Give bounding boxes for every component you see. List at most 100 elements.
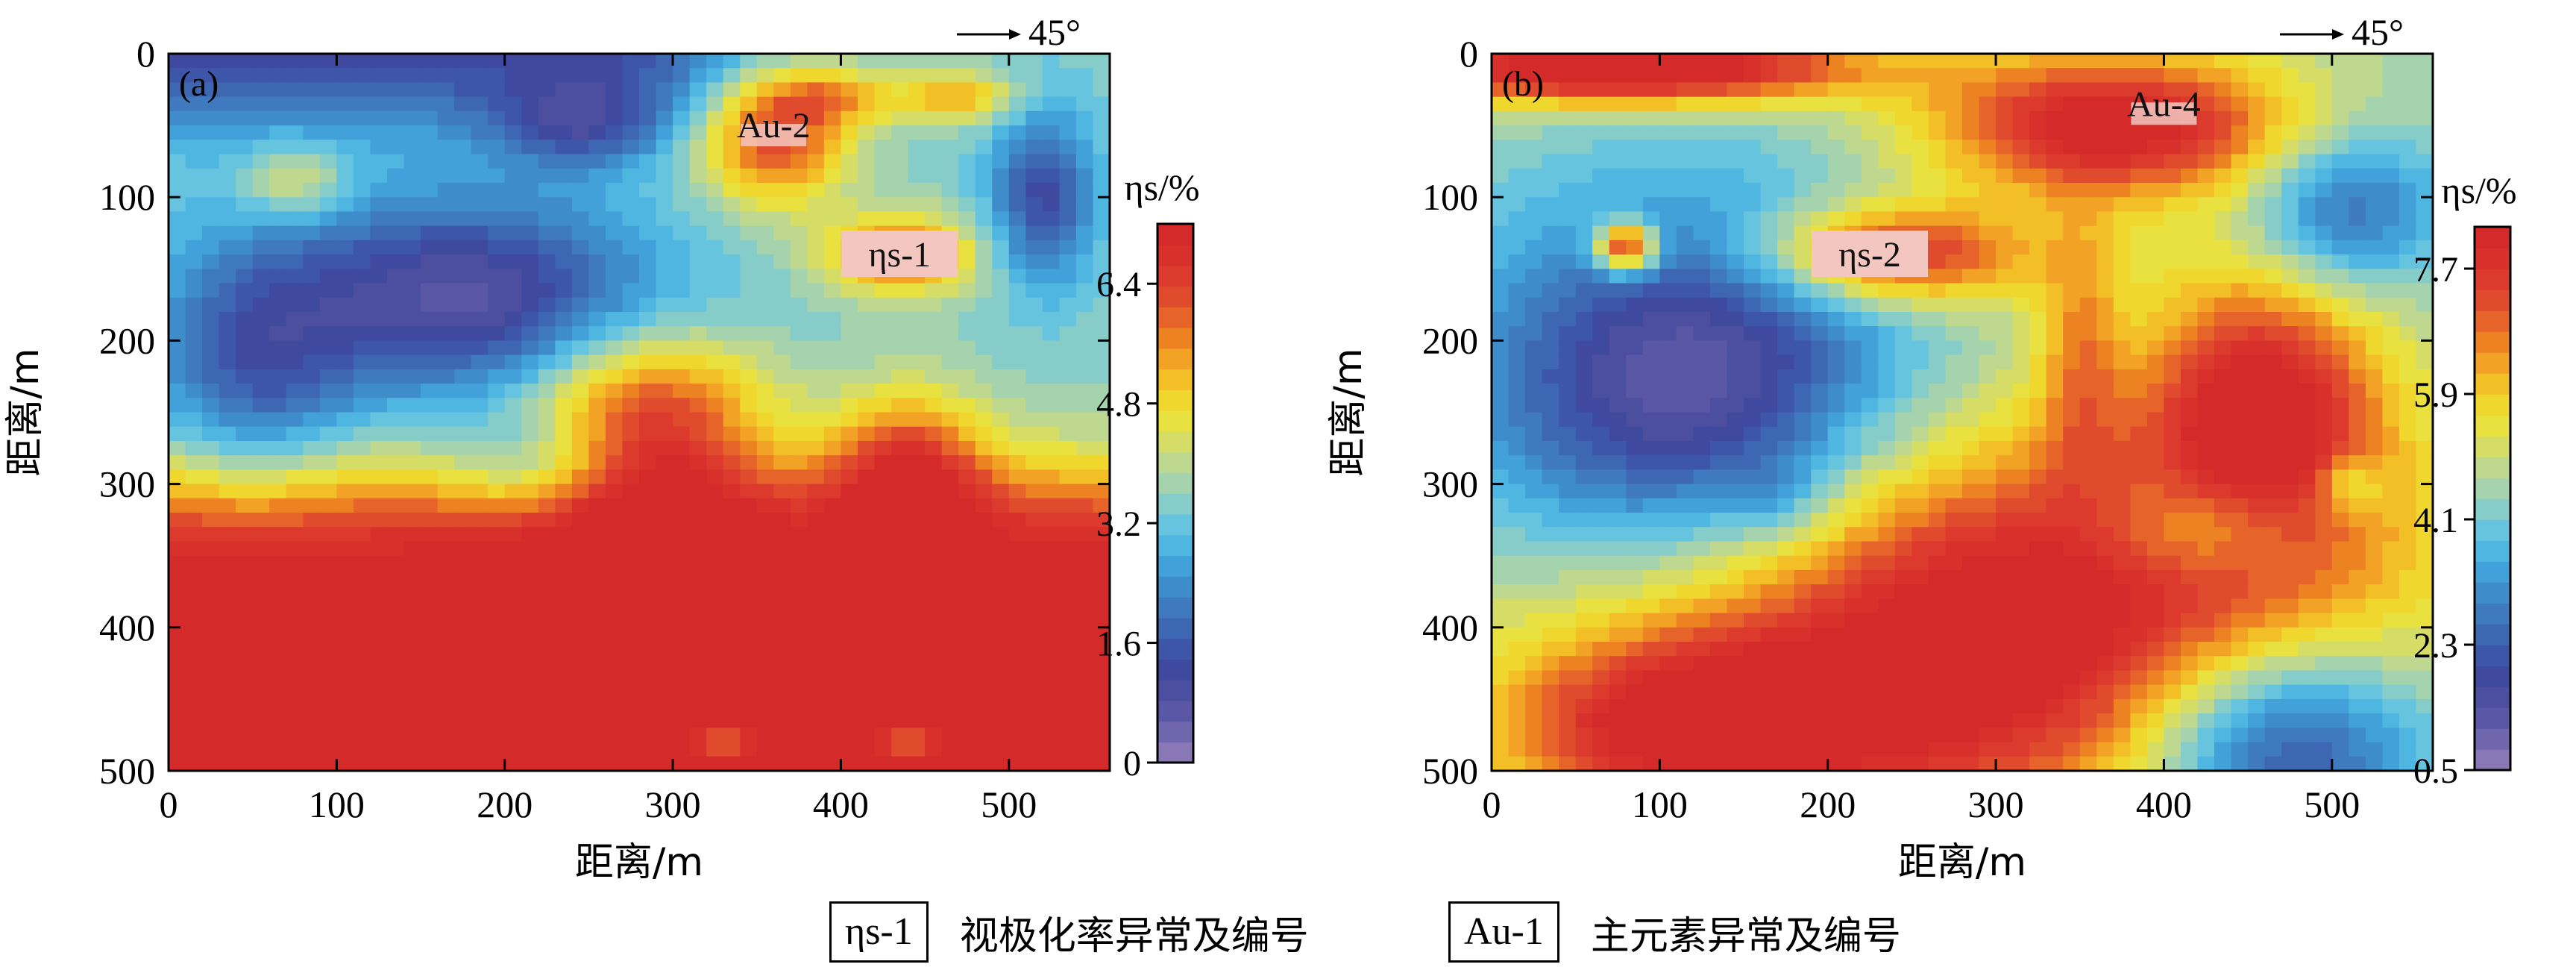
heatmap-cell bbox=[1727, 584, 1744, 599]
heatmap-cell bbox=[303, 541, 320, 556]
heatmap-cell bbox=[606, 326, 623, 341]
heatmap-cell bbox=[824, 742, 841, 757]
heatmap-cell bbox=[891, 154, 908, 169]
heatmap-cell bbox=[488, 628, 505, 642]
heatmap-cell bbox=[370, 240, 387, 255]
heatmap-cell bbox=[370, 570, 387, 585]
heatmap-cell bbox=[1009, 355, 1026, 370]
heatmap-cell bbox=[505, 498, 522, 513]
heatmap-cell bbox=[2013, 68, 2030, 83]
heatmap-cell bbox=[505, 312, 522, 327]
heatmap-cell bbox=[2366, 211, 2383, 226]
heatmap-cell bbox=[2265, 541, 2282, 556]
heatmap-cell bbox=[1996, 125, 2013, 140]
heatmap-cell bbox=[1542, 441, 1559, 456]
heatmap-cell bbox=[1794, 284, 1812, 298]
heatmap-cell bbox=[2382, 183, 2399, 198]
heatmap-cell bbox=[2114, 384, 2131, 398]
heatmap-cell bbox=[286, 642, 304, 657]
heatmap-cell bbox=[1076, 384, 1093, 398]
heatmap-cell bbox=[488, 125, 505, 140]
heatmap-cell bbox=[606, 398, 623, 413]
heatmap-cell bbox=[706, 312, 723, 327]
heatmap-cell bbox=[2080, 369, 2097, 384]
heatmap-cell bbox=[454, 728, 471, 742]
heatmap-cell bbox=[2281, 326, 2299, 341]
heatmap-cell bbox=[505, 240, 522, 255]
heatmap-cell bbox=[1576, 541, 1593, 556]
heatmap-cell bbox=[740, 254, 757, 269]
heatmap-cell bbox=[336, 413, 354, 428]
heatmap-cell bbox=[2382, 125, 2399, 140]
heatmap-cell bbox=[1076, 728, 1093, 742]
heatmap-cell bbox=[773, 469, 791, 484]
heatmap-cell bbox=[1043, 169, 1060, 184]
heatmap-cell bbox=[706, 628, 723, 642]
heatmap-cell bbox=[253, 598, 270, 613]
heatmap-cell bbox=[1025, 140, 1043, 154]
heatmap-cell bbox=[2281, 556, 2299, 571]
heatmap-cell bbox=[1009, 498, 1026, 513]
heatmap-cell bbox=[773, 628, 791, 642]
heatmap-cell bbox=[2164, 226, 2181, 241]
heatmap-cell bbox=[2046, 513, 2064, 528]
heatmap-cell bbox=[606, 427, 623, 442]
heatmap-cell bbox=[723, 584, 741, 599]
heatmap-cell bbox=[1592, 312, 1609, 327]
heatmap-cell bbox=[2416, 111, 2433, 126]
heatmap-cell bbox=[858, 82, 875, 97]
heatmap-cell bbox=[807, 312, 824, 327]
heatmap-cell bbox=[2349, 169, 2366, 184]
heatmap-cell bbox=[773, 340, 791, 355]
heatmap-cell bbox=[2181, 254, 2198, 269]
heatmap-cell bbox=[2214, 312, 2231, 327]
heatmap-cell bbox=[723, 298, 741, 313]
heatmap-cell bbox=[2315, 54, 2332, 69]
heatmap-cell bbox=[2130, 54, 2147, 69]
heatmap-cell bbox=[992, 154, 1009, 169]
heatmap-cell bbox=[588, 211, 606, 226]
heatmap-cell bbox=[336, 197, 354, 212]
heatmap-cell bbox=[521, 240, 538, 255]
heatmap-cell bbox=[1492, 455, 1509, 470]
heatmap-cell bbox=[253, 384, 270, 398]
heatmap-cell bbox=[1945, 97, 1962, 112]
heatmap-cell bbox=[908, 728, 926, 742]
heatmap-cell bbox=[2080, 82, 2097, 97]
heatmap-cell bbox=[588, 541, 606, 556]
heatmap-cell bbox=[639, 656, 656, 671]
heatmap-cell bbox=[505, 125, 522, 140]
heatmap-cell bbox=[606, 312, 623, 327]
heatmap-cell bbox=[622, 685, 639, 700]
heatmap-cell bbox=[219, 527, 236, 542]
heatmap-cell bbox=[1059, 427, 1076, 442]
heatmap-cell bbox=[1878, 183, 1895, 198]
heatmap-cell bbox=[1811, 125, 1828, 140]
heatmap-cell bbox=[354, 613, 371, 628]
heatmap-cell bbox=[2399, 340, 2416, 355]
heatmap-cell bbox=[791, 441, 808, 456]
heatmap-cell bbox=[2080, 570, 2097, 585]
heatmap-cell bbox=[169, 469, 186, 484]
heatmap-cell bbox=[236, 298, 253, 313]
heatmap-cell bbox=[673, 757, 690, 772]
heatmap-cell bbox=[1895, 284, 1912, 298]
heatmap-cell bbox=[2265, 169, 2282, 184]
heatmap-cell bbox=[336, 541, 354, 556]
heatmap-cell bbox=[1828, 513, 1845, 528]
heatmap-cell bbox=[891, 527, 908, 542]
heatmap-cell bbox=[2332, 369, 2349, 384]
heatmap-cell bbox=[723, 656, 741, 671]
heatmap-cell bbox=[2231, 111, 2249, 126]
heatmap-cell bbox=[606, 598, 623, 613]
heatmap-cell bbox=[2063, 211, 2080, 226]
heatmap-cell bbox=[1744, 527, 1761, 542]
heatmap-cell bbox=[471, 68, 489, 83]
heatmap-cell bbox=[471, 670, 489, 685]
heatmap-cell bbox=[1761, 226, 1778, 241]
heatmap-cell bbox=[1761, 469, 1778, 484]
heatmap-cell bbox=[875, 384, 892, 398]
heatmap-cell bbox=[454, 254, 471, 269]
heatmap-cell bbox=[690, 427, 707, 442]
heatmap-cell bbox=[2114, 140, 2131, 154]
